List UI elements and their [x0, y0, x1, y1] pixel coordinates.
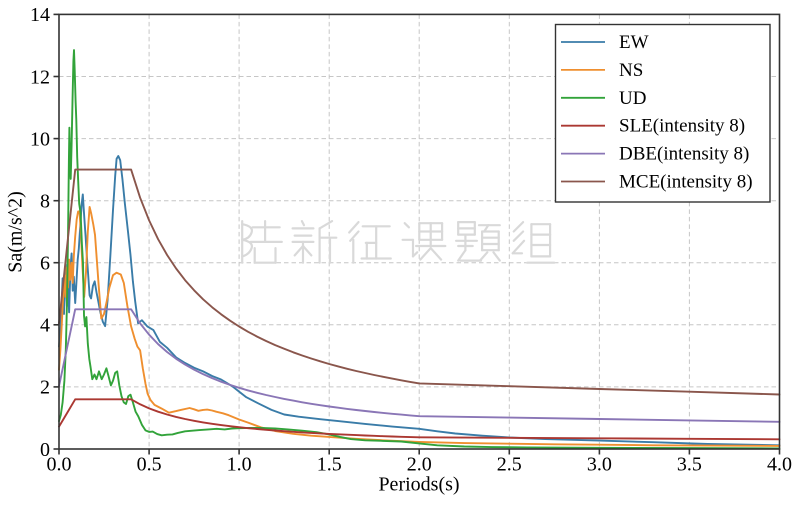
svg-text:SLE(intensity 8): SLE(intensity 8): [619, 116, 745, 137]
svg-text:UD: UD: [619, 88, 646, 109]
svg-text:2.5: 2.5: [497, 454, 522, 476]
svg-text:1.5: 1.5: [317, 454, 342, 476]
svg-text:4.0: 4.0: [767, 454, 792, 476]
svg-text:10: 10: [30, 128, 50, 150]
svg-text:12: 12: [30, 66, 50, 88]
svg-text:Periods(s): Periods(s): [378, 474, 459, 496]
svg-text:4: 4: [40, 315, 50, 337]
svg-text:0.5: 0.5: [137, 454, 162, 476]
svg-text:3.5: 3.5: [677, 454, 702, 476]
svg-text:NS: NS: [619, 60, 643, 81]
svg-text:6: 6: [40, 253, 50, 275]
svg-text:8: 8: [40, 191, 50, 213]
svg-text:2.0: 2.0: [407, 454, 432, 476]
svg-text:MCE(intensity 8): MCE(intensity 8): [619, 172, 753, 193]
svg-text:DBE(intensity 8): DBE(intensity 8): [619, 144, 749, 165]
svg-text:1.0: 1.0: [227, 454, 252, 476]
svg-text:0: 0: [40, 439, 50, 461]
svg-text:EW: EW: [619, 32, 649, 53]
svg-text:3.0: 3.0: [587, 454, 612, 476]
svg-text:2: 2: [40, 377, 50, 399]
svg-text:Sa(m/s^2): Sa(m/s^2): [5, 191, 27, 273]
svg-text:14: 14: [30, 4, 50, 26]
svg-text:0.0: 0.0: [47, 454, 72, 476]
